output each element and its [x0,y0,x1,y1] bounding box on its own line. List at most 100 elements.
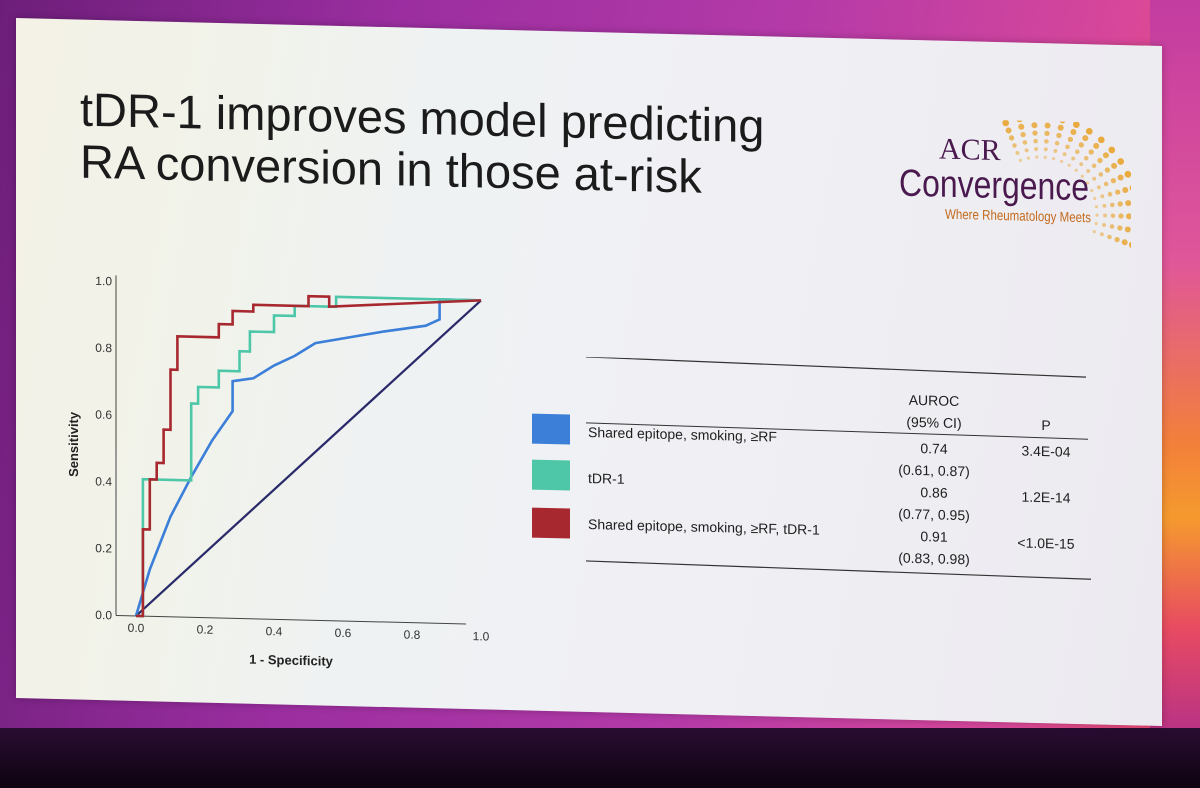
y-tick-label: 0.4 [95,474,112,488]
x-tick-label: 0.2 [197,622,214,636]
stage-floor [0,728,1200,788]
logo-dot [1117,225,1123,231]
logo-dot [1129,184,1131,192]
logo-dot [1107,191,1113,197]
logo-dot [1117,174,1124,181]
logo-dot [1092,176,1097,181]
roc-chart: 0.0 0.2 0.4 0.6 0.8 1.0 0.0 0.2 0.4 0.6 0.8 1.0 Se… [66,274,490,669]
logo-dot [1103,213,1107,218]
logo-dot [1057,124,1064,131]
logo-dot [1005,127,1012,134]
logo-dot [1102,152,1109,159]
y-tick-labels: 0.0 0.2 0.4 0.6 0.8 1.0 [95,274,112,622]
roc-curve-series-3 [136,294,482,618]
row-1-p: 3.4E-04 [1021,443,1070,460]
presentation-slide: tDR-1 improves model predicting RA conve… [16,18,1162,727]
logo-dot [1026,156,1030,160]
logo-dot [1109,224,1115,229]
logo-dot [1072,121,1080,128]
logo-dot [1054,140,1060,146]
logo-dot [1086,169,1091,173]
logo-dot [1115,189,1121,195]
logo-dot [1100,194,1105,199]
logo-dot [1126,213,1131,220]
logo-dot [1091,163,1097,169]
x-axis-line [116,614,466,625]
x-tick-label: 1.0 [473,629,490,643]
logo-dot [1118,213,1124,219]
logo-dot [1002,119,1010,127]
row-3-auroc: 0.91 [920,528,947,545]
logo-dot [1056,132,1062,139]
y-tick-label: 0.6 [95,408,112,422]
x-tick-label: 0.8 [404,627,421,641]
y-tick-label: 0.0 [95,608,112,622]
p-value-header: P [1041,417,1050,433]
logo-dot [1079,162,1084,167]
logo-dot [1124,170,1131,178]
slide-title: tDR-1 improves model predicting RA conve… [80,83,880,208]
x-axis-label: 1 - Specificity [249,652,334,669]
logo-dot [1093,196,1097,200]
logo-dot [1074,168,1078,172]
logo-dot [1067,136,1074,143]
auroc-legend-table: AUROC (95% CI) P Shared epitope, smoking… [532,356,1092,580]
acr-convergence-logo: ACR Convergence Where Rheumatology Meets [899,117,1131,249]
logo-dot [1015,151,1020,155]
logo-dot [1102,223,1107,227]
auroc-ci-header: (95% CI) [906,414,961,431]
roc-curve-series-1 [134,298,481,617]
row-3-ci: (0.83, 0.98) [898,550,970,568]
logo-dot [1103,181,1109,187]
logo-dot [1018,123,1025,130]
table-top-rule [585,356,1087,378]
x-tick-label: 0.0 [128,621,145,635]
logo-dot [1110,178,1117,184]
logo-line-convergence: Convergence [899,163,1089,210]
logo-dot [1024,148,1029,153]
logo-dot [1117,201,1123,207]
logo-dot [1035,155,1039,159]
legend-swatch-row-3 [532,507,570,539]
logo-dot [1075,149,1080,155]
logo-dot [1080,174,1084,178]
logo-dot [1095,213,1099,217]
x-tick-label: 0.4 [266,624,283,638]
logo-dot [1088,149,1094,155]
auroc-header: AUROC [909,392,960,409]
table-bottom-rule [585,560,1092,580]
logo-dot [1078,142,1084,148]
logo-dot [1018,158,1022,163]
logo-dot [1098,172,1104,177]
legend-swatch-row-1 [532,413,570,445]
logo-dot [1052,157,1056,161]
logo-dot [1044,117,1052,121]
logo-dot [1043,155,1047,159]
logo-dot [1044,139,1049,144]
roc-curve-series-2 [136,295,481,618]
logo-dot [1016,117,1023,123]
logo-dot [1044,122,1051,129]
header-rule [585,422,1089,440]
logo-dot [1104,167,1111,173]
logo-dot [1008,135,1015,141]
logo-dot [1117,158,1125,165]
logo-dot [1114,236,1120,243]
logo-dot [1125,200,1131,207]
logo-dot [1124,226,1131,233]
logo-dot [1128,241,1131,249]
table-row: tDR-1 0.86 (0.77, 0.95) 1.2E-14 [532,459,1071,523]
logo-dot [1102,203,1107,208]
logo-dot [1034,147,1039,152]
table-row: Shared epitope, smoking, ≥RF, tDR-1 0.91… [532,507,1075,568]
logo-dot [1065,144,1070,150]
logo-dot [1122,187,1129,194]
row-1-auroc: 0.74 [920,440,947,457]
y-tick-label: 0.2 [95,541,112,555]
y-axis-label: Sensitivity [66,411,81,477]
logo-dot [1059,117,1066,124]
logo-dot [1032,130,1038,136]
logo-dot [1093,142,1100,149]
logo-dot [1097,157,1103,164]
row-3-label: Shared epitope, smoking, ≥RF, tDR-1 [588,516,820,538]
